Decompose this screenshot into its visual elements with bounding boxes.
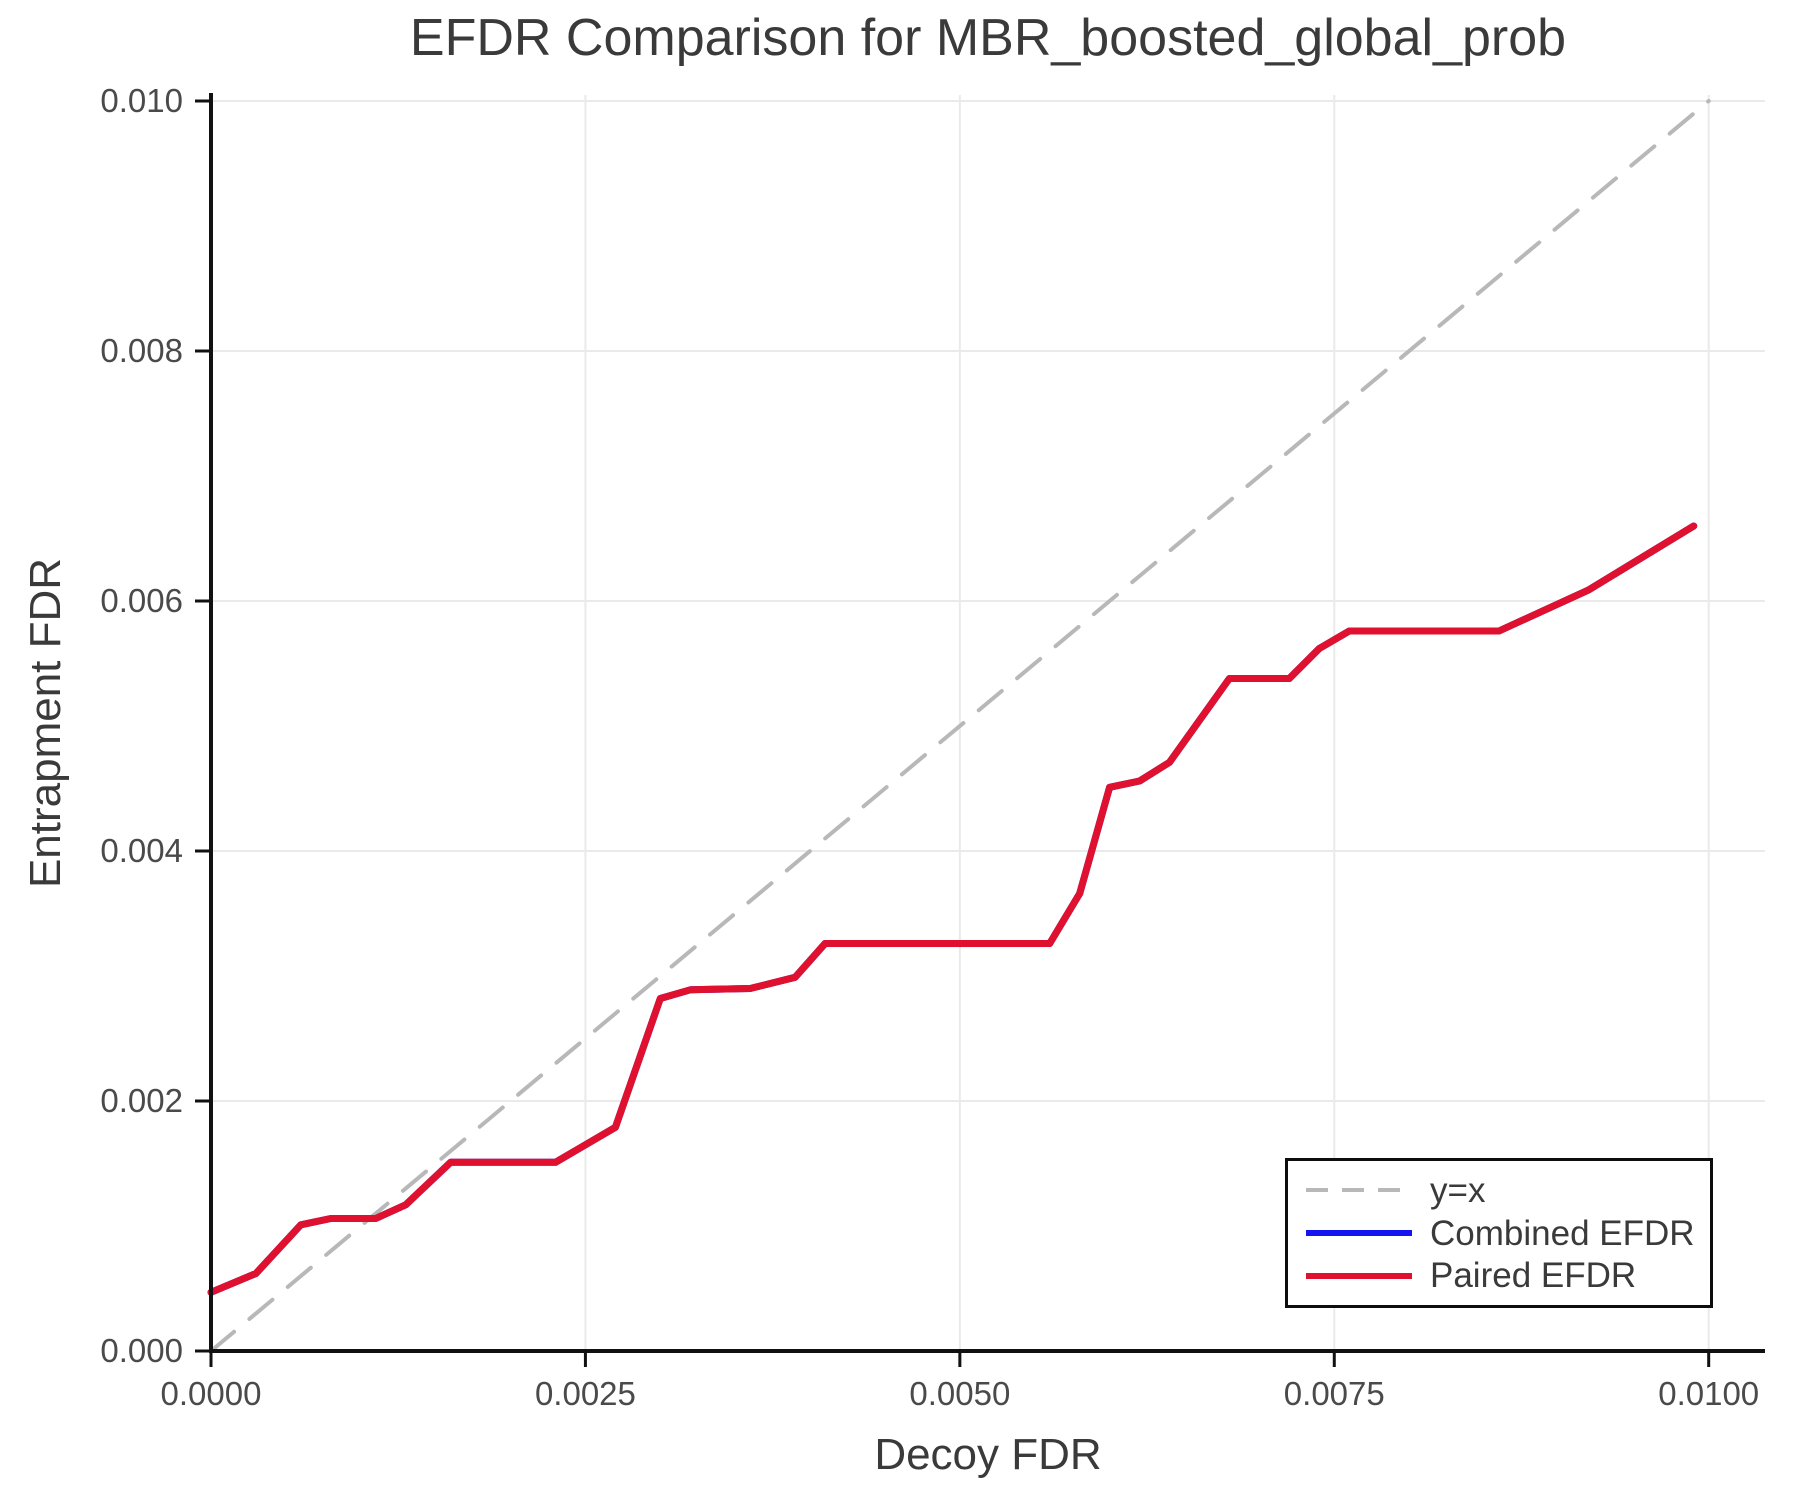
legend: y=x Combined EFDR Paired EFDR [1285,1158,1713,1308]
legend-swatch-solid [1306,1272,1412,1279]
x-tick-label: 0.0100 [1658,1375,1759,1412]
x-tick-label: 0.0025 [535,1375,636,1412]
legend-label: y=x [1430,1170,1486,1210]
series-line-paired-efdr [207,522,1698,1296]
legend-swatch-dashed [1306,1188,1412,1193]
legend-item: Combined EFDR [1304,1216,1710,1251]
y-axis-label: Entrapment FDR [21,557,70,889]
legend-item: y=x [1304,1173,1710,1208]
chart-title: EFDR Comparison for MBR_boosted_global_p… [409,9,1567,67]
x-tick-label: 0.0000 [161,1375,262,1412]
y-tick-label: 0.010 [100,82,183,119]
y-tick-label: 0.008 [100,332,183,369]
legend-swatch-solid [1306,1230,1412,1236]
y-tick-label: 0.002 [100,1082,183,1119]
legend-label: Combined EFDR [1430,1213,1695,1253]
y-tick-label: 0.000 [100,1332,183,1369]
x-axis-label: Decoy FDR [874,1430,1102,1479]
x-tick-label: 0.0050 [909,1375,1010,1412]
series-line-y-x [209,99,1711,1353]
legend-label: Paired EFDR [1430,1256,1637,1296]
legend-item: Paired EFDR [1304,1258,1710,1293]
x-tick-label: 0.0075 [1284,1375,1385,1412]
y-tick-label: 0.004 [100,832,183,869]
y-tick-label: 0.006 [100,582,183,619]
